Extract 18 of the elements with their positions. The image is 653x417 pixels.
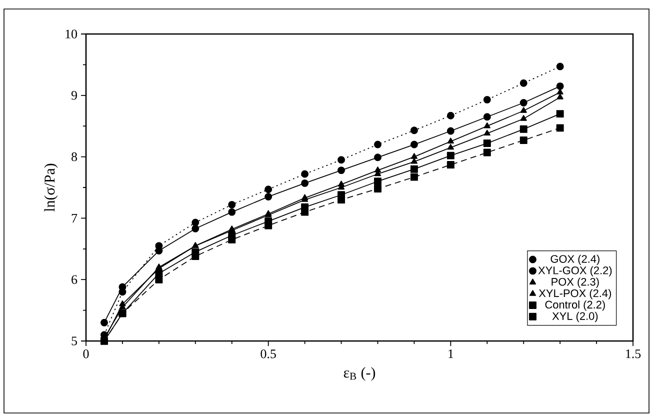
legend-label: Control (2.2) bbox=[545, 300, 605, 311]
y-tick-label: 10 bbox=[66, 30, 78, 38]
y-tick-label: 7 bbox=[72, 214, 78, 222]
legend-label: XYL (2.0) bbox=[552, 312, 598, 322]
legend-label: GOX (2.4) bbox=[550, 254, 600, 265]
x-tick-label: 1.5 bbox=[626, 350, 641, 358]
y-tick-label: 8 bbox=[72, 152, 78, 162]
legend-label: POX (2.3) bbox=[552, 278, 599, 288]
legend-label: XYL-POX (2.4) bbox=[538, 289, 612, 300]
legend-label: XYL-GOX (2.2) bbox=[538, 266, 612, 276]
x-tick-label: 0.5 bbox=[260, 350, 276, 358]
y-tick-label: 6 bbox=[72, 275, 78, 284]
y-tick-label: 9 bbox=[71, 91, 77, 100]
x-axis-title: ε$_{B}$ (-) bbox=[344, 367, 376, 381]
y-tick-label: 5 bbox=[72, 336, 77, 346]
x-tick-label: 0 bbox=[83, 350, 89, 358]
x-tick-label: 1 bbox=[448, 350, 454, 358]
y-axis-title: ln(σ/Pa) bbox=[44, 164, 58, 212]
